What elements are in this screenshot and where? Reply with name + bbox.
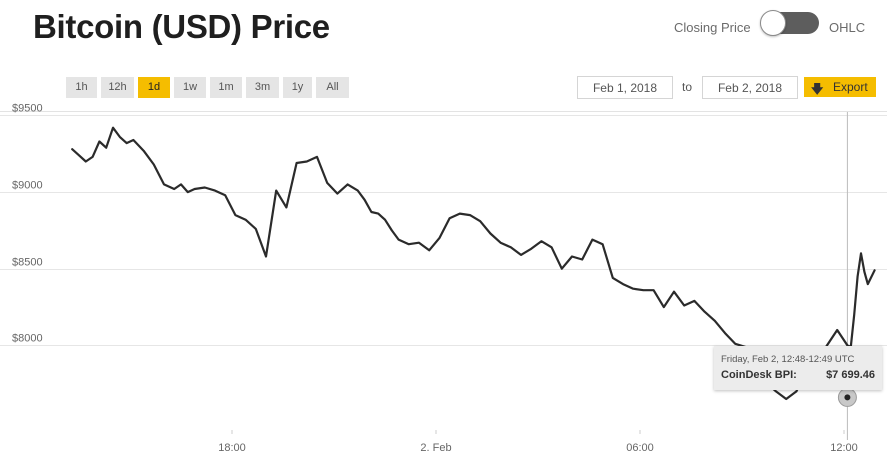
tooltip-series-name: CoinDesk BPI: xyxy=(721,369,797,381)
chart-mode-toggle[interactable] xyxy=(760,10,819,36)
x-tick-label: 06:00 xyxy=(626,442,654,454)
export-button[interactable]: 🡇 Export xyxy=(804,77,876,97)
download-arrow-icon: 🡇 xyxy=(811,82,824,96)
export-label: Export xyxy=(833,80,868,94)
date-to-separator: to xyxy=(682,80,693,94)
range-button-1w[interactable]: 1w xyxy=(174,77,206,98)
range-button-1m[interactable]: 1m xyxy=(210,77,242,98)
closing-price-label[interactable]: Closing Price xyxy=(674,20,751,35)
range-button-1y[interactable]: 1y xyxy=(283,77,312,98)
x-tick-label: 2. Feb xyxy=(420,442,451,454)
range-button-12h[interactable]: 12h xyxy=(101,77,134,98)
y-tick-label: $9500 xyxy=(12,103,43,115)
range-selector: 1h 12h 1d 1w 1m 3m 1y All xyxy=(66,77,349,98)
tooltip-datetime: Friday, Feb 2, 12:48-12:49 UTC xyxy=(721,354,855,365)
page-title: Bitcoin (USD) Price xyxy=(33,8,330,45)
x-tick-label: 18:00 xyxy=(218,442,246,454)
range-button-3m[interactable]: 3m xyxy=(246,77,279,98)
y-tick-label: $8000 xyxy=(12,333,43,345)
range-button-all[interactable]: All xyxy=(316,77,349,98)
x-tick-label: 12:00 xyxy=(830,442,858,454)
date-to-input[interactable] xyxy=(702,76,798,99)
date-from-input[interactable] xyxy=(577,76,673,99)
highlight-point xyxy=(844,394,851,401)
tooltip-value: $7 699.46 xyxy=(826,369,875,381)
ohlc-label[interactable]: OHLC xyxy=(829,20,866,35)
range-button-1h[interactable]: 1h xyxy=(66,77,97,98)
y-tick-label: $9000 xyxy=(12,180,43,192)
range-button-1d[interactable]: 1d xyxy=(138,77,170,98)
header-divider xyxy=(0,111,887,112)
chart-tooltip: Friday, Feb 2, 12:48-12:49 UTC CoinDesk … xyxy=(714,346,882,390)
toggle-knob[interactable] xyxy=(760,10,786,36)
y-tick-label: $8500 xyxy=(12,257,43,269)
